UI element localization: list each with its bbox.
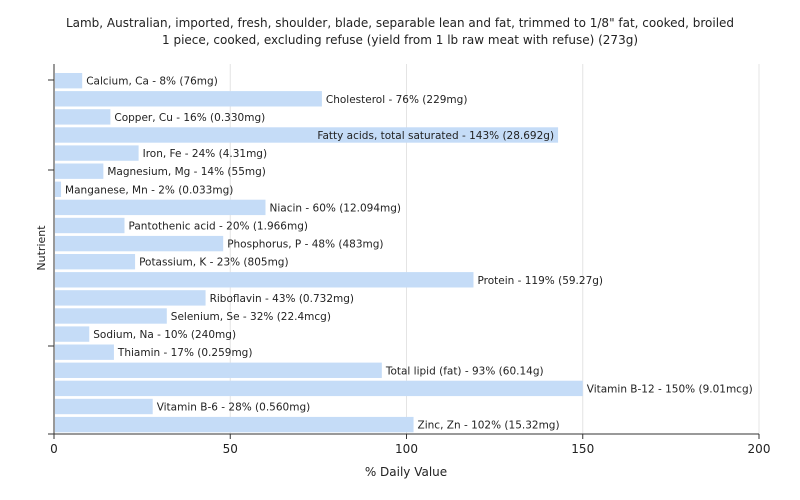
bar-7 xyxy=(55,199,266,216)
bar-12 xyxy=(55,290,206,306)
bar-19 xyxy=(55,416,414,433)
chart-title-line-1: Lamb, Australian, imported, fresh, shoul… xyxy=(65,16,735,30)
bars-group: Calcium, Ca - 8% (76mg) Cholesterol - 76%… xyxy=(55,73,753,433)
y-axis-label: Nutrient xyxy=(35,225,48,271)
x-tick-label-200: 200 xyxy=(748,442,771,456)
bar-label-10: Potassium, K - 23% (805mg) xyxy=(139,257,289,269)
bar-label-15: Thiamin - 17% (0.259mg) xyxy=(117,347,253,359)
bar-8 xyxy=(55,217,125,234)
bar-label-9: Phosphorus, P - 48% (483mg) xyxy=(227,239,383,251)
bar-0 xyxy=(55,73,83,89)
bar-5 xyxy=(55,163,104,179)
bar-3 xyxy=(55,127,559,143)
axes-group: 0 50 100 150 200 xyxy=(48,64,770,456)
bar-16 xyxy=(55,362,382,378)
bar-label-7: Niacin - 60% (12.094mg) xyxy=(270,202,402,214)
bar-label-1: Cholesterol - 76% (229mg) xyxy=(326,94,468,106)
bar-label-6: Manganese, Mn - 2% (0.033mg) xyxy=(65,184,233,196)
bar-label-2: Copper, Cu - 16% (0.330mg) xyxy=(114,112,265,124)
bar-label-11: Protein - 119% (59.27g) xyxy=(477,275,603,287)
bar-13 xyxy=(55,308,167,324)
bar-label-19: Zinc, Zn - 102% (15.32mg) xyxy=(418,420,560,432)
bar-10 xyxy=(55,254,136,270)
bar-11 xyxy=(55,272,474,288)
bar-label-14: Sodium, Na - 10% (240mg) xyxy=(93,329,236,341)
bar-17 xyxy=(55,380,583,397)
bar-label-18: Vitamin B-6 - 28% (0.560mg) xyxy=(157,401,311,413)
bar-label-12: Riboflavin - 43% (0.732mg) xyxy=(210,293,354,305)
chart-title-line-2: 1 piece, cooked, excluding refuse (yield… xyxy=(162,33,638,47)
bar-label-0: Calcium, Ca - 8% (76mg) xyxy=(86,76,218,88)
bar-label-8: Pantothenic acid - 20% (1.966mg) xyxy=(129,220,308,232)
bar-label-16: Total lipid (fat) - 93% (60.14g) xyxy=(385,365,544,377)
bar-9 xyxy=(55,235,224,252)
bar-label-17: Vitamin B-12 - 150% (9.01mcg) xyxy=(587,383,753,395)
bar-18 xyxy=(55,398,153,415)
x-tick-label-0: 0 xyxy=(50,442,58,456)
x-axis-label: % Daily Value xyxy=(365,465,447,479)
bar-label-4: Iron, Fe - 24% (4.31mg) xyxy=(143,148,267,160)
bar-1 xyxy=(55,91,322,107)
x-tick-label-100: 100 xyxy=(395,442,418,456)
bar-15 xyxy=(55,344,114,360)
bar-2 xyxy=(55,109,111,125)
bar-label-13: Selenium, Se - 32% (22.4mcg) xyxy=(171,311,331,323)
bar-14 xyxy=(55,326,90,342)
bar-label-3: Fatty acids, total saturated - 143% (28.… xyxy=(317,130,554,142)
bar-6 xyxy=(55,181,62,197)
x-tick-label-150: 150 xyxy=(571,442,594,456)
bar-label-5: Magnesium, Mg - 14% (55mg) xyxy=(107,166,266,178)
x-tick-label-50: 50 xyxy=(223,442,238,456)
bar-4 xyxy=(55,145,139,161)
